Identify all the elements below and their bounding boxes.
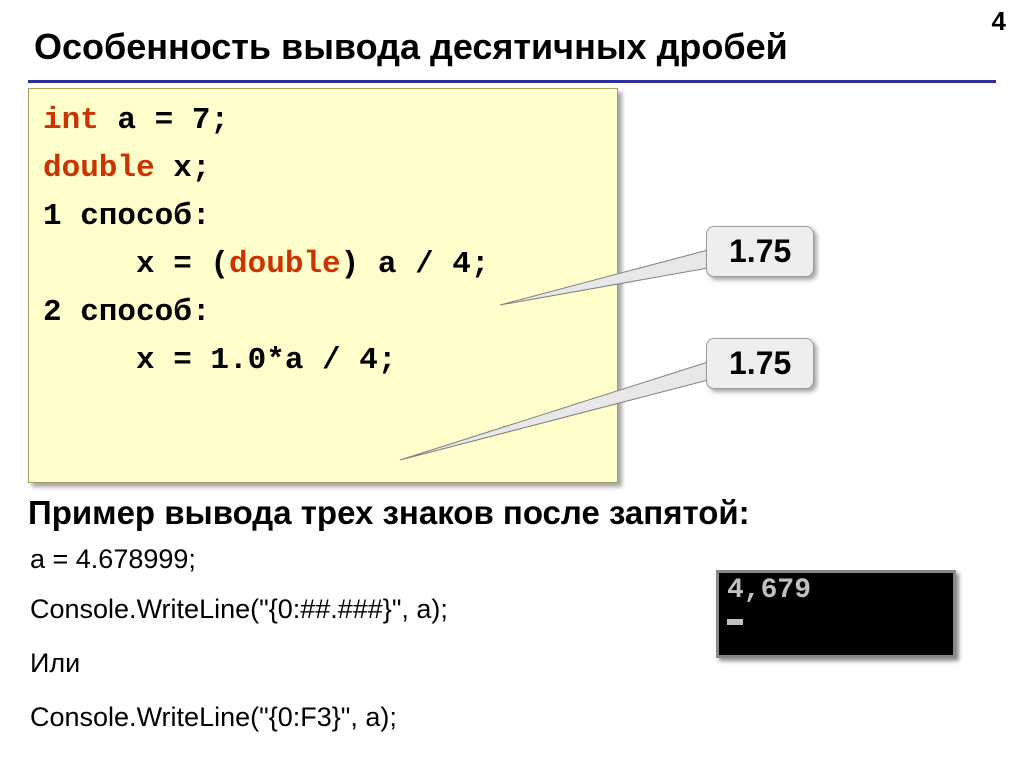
code-line-6: x = 1.0*a / 4; bbox=[43, 337, 603, 385]
code-text: a = 7; bbox=[99, 103, 229, 138]
code-line-3: 1 способ: bbox=[43, 193, 603, 241]
page-number: 4 bbox=[992, 6, 1006, 37]
code-text: 2 способ: bbox=[43, 295, 210, 330]
callout-result-1: 1.75 bbox=[706, 226, 814, 277]
keyword-int: int bbox=[43, 103, 99, 138]
code-text: x = ( bbox=[43, 247, 229, 282]
console-text: 4,679 bbox=[727, 577, 945, 605]
code-line-2: double x; bbox=[43, 145, 603, 193]
example-line-1: a = 4.678999; bbox=[30, 544, 196, 575]
example-line-3: Или bbox=[30, 648, 80, 679]
example-line-2: Console.WriteLine("{0:##.###}", a); bbox=[30, 594, 448, 625]
console-cursor bbox=[727, 619, 743, 625]
code-line-4: x = (double) a / 4; bbox=[43, 241, 603, 289]
code-line-5: 2 способ: bbox=[43, 289, 603, 337]
code-text: 1 способ: bbox=[43, 199, 210, 234]
title-underline bbox=[28, 80, 996, 83]
keyword-double-inline: double bbox=[229, 247, 341, 282]
slide-title: Особенность вывода десятичных дробей bbox=[34, 26, 788, 68]
code-text: x = 1.0*a / 4; bbox=[43, 343, 396, 378]
keyword-double: double bbox=[43, 151, 155, 186]
code-text: ) a / 4; bbox=[341, 247, 490, 282]
code-text: x; bbox=[155, 151, 211, 186]
code-line-1: int a = 7; bbox=[43, 97, 603, 145]
callout-result-2: 1.75 bbox=[706, 338, 814, 389]
console-output: 4,679 bbox=[716, 570, 956, 658]
example-line-4: Console.WriteLine("{0:F3}", a); bbox=[30, 702, 397, 733]
code-box: int a = 7; double x; 1 способ: x = (doub… bbox=[28, 88, 618, 483]
example-subtitle: Пример вывода трех знаков после запятой: bbox=[28, 494, 750, 532]
